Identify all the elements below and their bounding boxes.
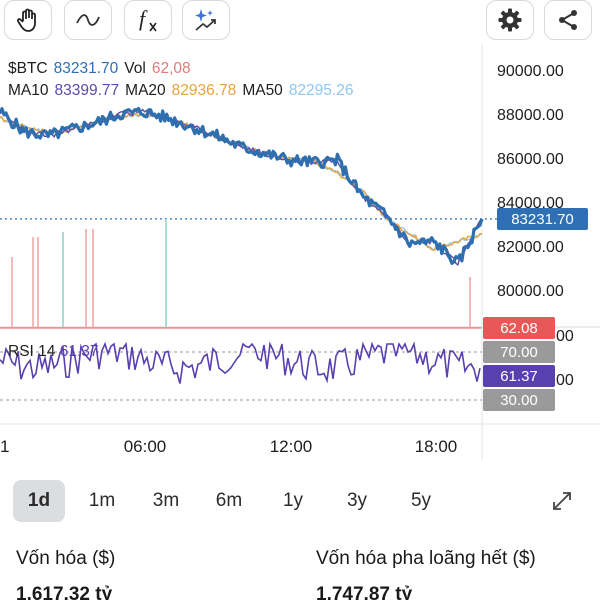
fdv-label: Vốn hóa pha loãng hết ($) [316, 548, 536, 569]
rsi-axis-partial-top: 00 [556, 328, 574, 345]
volume-tag: 62.08 [483, 317, 555, 339]
legend-ma10-label: MA10 [8, 82, 49, 99]
fx-function-icon: f [133, 6, 163, 34]
range-option-5y[interactable]: 5y [410, 490, 432, 511]
rsi-value-tag: 61.37 [483, 365, 555, 387]
ai-sparkle-icon [191, 6, 221, 34]
legend-ma10-value: 83399.77 [54, 82, 120, 99]
chart-settings-button[interactable] [486, 0, 534, 40]
y-axis-tick: 86000.00 [497, 151, 564, 168]
time-axis-tick: 1 [0, 437, 9, 456]
current-price-tag: 83231.70 [497, 208, 588, 230]
y-axis-tick: 88000.00 [497, 107, 564, 124]
legend-row-1: $BTC 83231.70 Vol 62,08 [8, 60, 197, 78]
fdv-stat: Vốn hóa pha loãng hết ($) 1.747,87 tỷ [316, 548, 536, 600]
range-option-6m[interactable]: 6m [215, 490, 243, 511]
range-option-1y[interactable]: 1y [282, 490, 304, 511]
hand-cursor-icon [15, 7, 41, 33]
rsi-label-value: 61.37 [60, 343, 99, 360]
indicator-button[interactable]: f [124, 0, 172, 40]
svg-text:f: f [139, 6, 148, 31]
y-axis-tick: 80000.00 [497, 283, 564, 300]
ma20-line [0, 111, 483, 252]
expand-icon [550, 492, 574, 517]
time-axis-tick: 18:00 [415, 437, 458, 456]
settings-gear-icon [497, 7, 523, 33]
legend-vol-value: 62,08 [151, 60, 191, 77]
time-axis-tick: 12:00 [270, 437, 313, 456]
rsi-lower-tag: 30.00 [483, 389, 555, 411]
time-range-selector: 1d 1m 3m 6m 1y 3y 5y [0, 476, 600, 526]
market-cap-label: Vốn hóa ($) [16, 548, 116, 569]
line-draw-button[interactable] [64, 0, 112, 40]
legend-ma20-value: 82936.78 [171, 82, 237, 99]
fdv-value: 1.747,87 tỷ [316, 584, 413, 600]
y-axis-tick: 84000.00 [497, 195, 564, 212]
chart-toolbar: f [0, 0, 600, 44]
share-button[interactable] [544, 0, 592, 40]
legend-ma20-label: MA20 [125, 82, 166, 99]
line-draw-icon [74, 10, 102, 30]
price-chart[interactable]: 90000.00 88000.00 86000.00 84000.00 82000.00… [0, 44, 600, 460]
market-cap-value: 1.617,32 tỷ [16, 584, 113, 600]
y-axis-tick: 90000.00 [497, 63, 564, 80]
range-option-1d[interactable]: 1d [13, 480, 65, 522]
time-axis-tick: 06:00 [124, 437, 167, 456]
share-icon [556, 8, 580, 32]
range-option-3m[interactable]: 3m [152, 490, 180, 511]
legend-symbol: $BTC [8, 60, 48, 77]
rsi-label: RSI 14 61.37 [8, 343, 99, 360]
market-cap-stat: Vốn hóa ($) 1.617,32 tỷ [16, 548, 115, 600]
ma50-line [0, 112, 483, 251]
legend-vol-label: Vol [124, 60, 146, 77]
ma10-line [0, 108, 483, 266]
fullscreen-button[interactable] [550, 489, 574, 513]
y-axis-tick: 82000.00 [497, 239, 564, 256]
ai-analysis-button[interactable] [182, 0, 230, 40]
rsi-axis-partial-mid: 00 [556, 372, 574, 389]
range-option-1m[interactable]: 1m [88, 490, 116, 511]
range-option-3y[interactable]: 3y [346, 490, 368, 511]
chart-canvas[interactable]: 90000.00 88000.00 86000.00 84000.00 82000.00… [0, 44, 600, 460]
legend-row-2: MA10 83399.77 MA20 82936.78 MA50 82295.26 [8, 82, 359, 100]
legend-ma50-value: 82295.26 [288, 82, 354, 99]
price-line [0, 106, 484, 265]
rsi-upper-tag: 70.00 [483, 341, 555, 363]
rsi-line [0, 341, 481, 384]
legend-price: 83231.70 [53, 60, 119, 77]
legend-ma50-label: MA50 [242, 82, 283, 99]
hand-tool-button[interactable] [4, 0, 52, 40]
